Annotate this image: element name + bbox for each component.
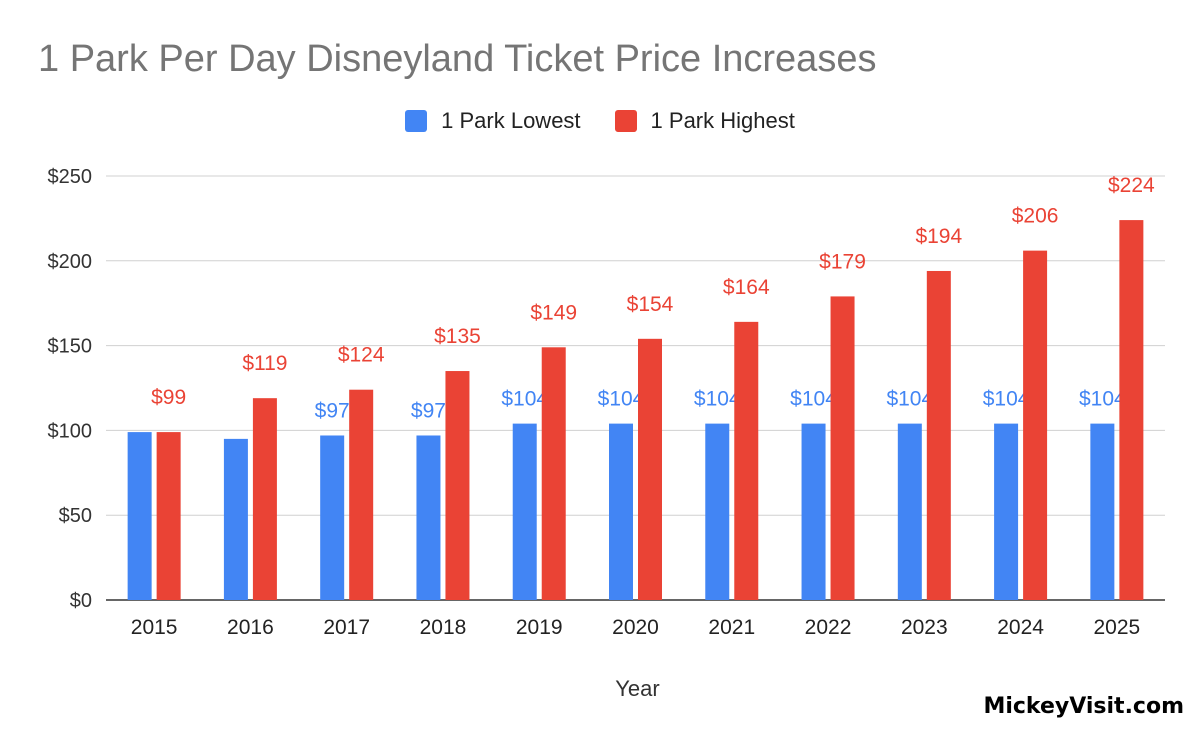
data-label-highest: $119	[242, 352, 287, 375]
chart-title: 1 Park Per Day Disneyland Ticket Price I…	[38, 38, 877, 80]
bar-lowest	[705, 423, 730, 600]
legend-swatch-highest	[614, 110, 637, 132]
data-label-lowest: $104	[983, 388, 1030, 411]
bar-lowest	[994, 423, 1019, 600]
legend-item-lowest: 1 Park Lowest	[405, 108, 581, 134]
data-label-highest: $124	[338, 344, 385, 367]
data-label-highest: $194	[915, 225, 962, 248]
data-label-lowest: $97	[411, 399, 446, 422]
x-tick-label: 2021	[708, 616, 755, 639]
x-axis-title: Year	[615, 676, 659, 701]
bar-highest	[349, 389, 374, 600]
x-tick-label: 2022	[805, 616, 852, 639]
y-tick-label: $100	[48, 420, 93, 442]
data-label-lowest: $104	[501, 388, 548, 411]
data-label-lowest: $104	[886, 388, 933, 411]
bar-lowest	[223, 438, 248, 600]
bar-highest	[1023, 250, 1048, 600]
x-tick-label: 2024	[997, 616, 1044, 639]
y-tick-label: $0	[70, 590, 92, 612]
data-label-highest: $164	[723, 276, 770, 299]
data-label-lowest: $104	[694, 388, 741, 411]
bar-highest	[734, 321, 759, 600]
bar-lowest	[1090, 423, 1115, 600]
data-label-lowest: $104	[1079, 388, 1126, 411]
bar-highest	[926, 270, 951, 600]
bar-lowest	[609, 423, 633, 600]
y-tick-label: $250	[48, 166, 93, 188]
bar-highest	[541, 347, 566, 600]
x-tick-label: 2018	[420, 616, 467, 639]
legend-swatch-lowest	[405, 110, 428, 132]
bar-lowest	[416, 435, 441, 600]
x-tick-label: 2025	[1094, 616, 1141, 639]
bar-lowest	[897, 423, 922, 600]
legend-label-lowest: 1 Park Lowest	[441, 108, 581, 133]
bar-highest	[1119, 220, 1144, 600]
data-label-lowest: $104	[790, 388, 837, 411]
bar-lowest	[801, 423, 826, 600]
watermark-logo: MickeyVisit.com	[983, 694, 1184, 719]
bar-lowest	[512, 423, 537, 600]
bar-highest	[638, 338, 662, 600]
data-label-lowest: $97	[315, 399, 350, 422]
bar-highest	[445, 371, 470, 600]
x-tick-label: 2019	[516, 616, 563, 639]
bar-highest	[830, 296, 855, 600]
data-label-highest: $224	[1108, 174, 1155, 197]
legend-label-highest: 1 Park Highest	[650, 108, 795, 133]
data-label-highest: $99	[151, 386, 186, 409]
y-tick-label: $150	[48, 336, 93, 358]
x-tick-label: 2023	[901, 616, 948, 639]
bar-highest	[252, 398, 277, 600]
bar-highest	[156, 432, 181, 600]
bar-lowest	[127, 432, 152, 600]
y-tick-label: $200	[48, 251, 93, 273]
data-label-highest: $154	[627, 293, 674, 316]
data-label-highest: $179	[819, 250, 866, 273]
legend: 1 Park Lowest 1 Park Highest	[0, 108, 1200, 134]
bar-lowest	[320, 435, 345, 600]
x-tick-label: 2016	[227, 616, 274, 639]
x-tick-label: 2020	[612, 616, 659, 639]
data-label-lowest: $104	[598, 388, 645, 411]
data-label-highest: $135	[434, 325, 481, 348]
data-label-highest: $206	[1012, 205, 1059, 228]
y-tick-label: $50	[59, 505, 92, 527]
x-tick-label: 2017	[323, 616, 370, 639]
x-tick-label: 2015	[131, 616, 178, 639]
data-label-highest: $149	[530, 301, 577, 324]
legend-item-highest: 1 Park Highest	[614, 108, 795, 134]
